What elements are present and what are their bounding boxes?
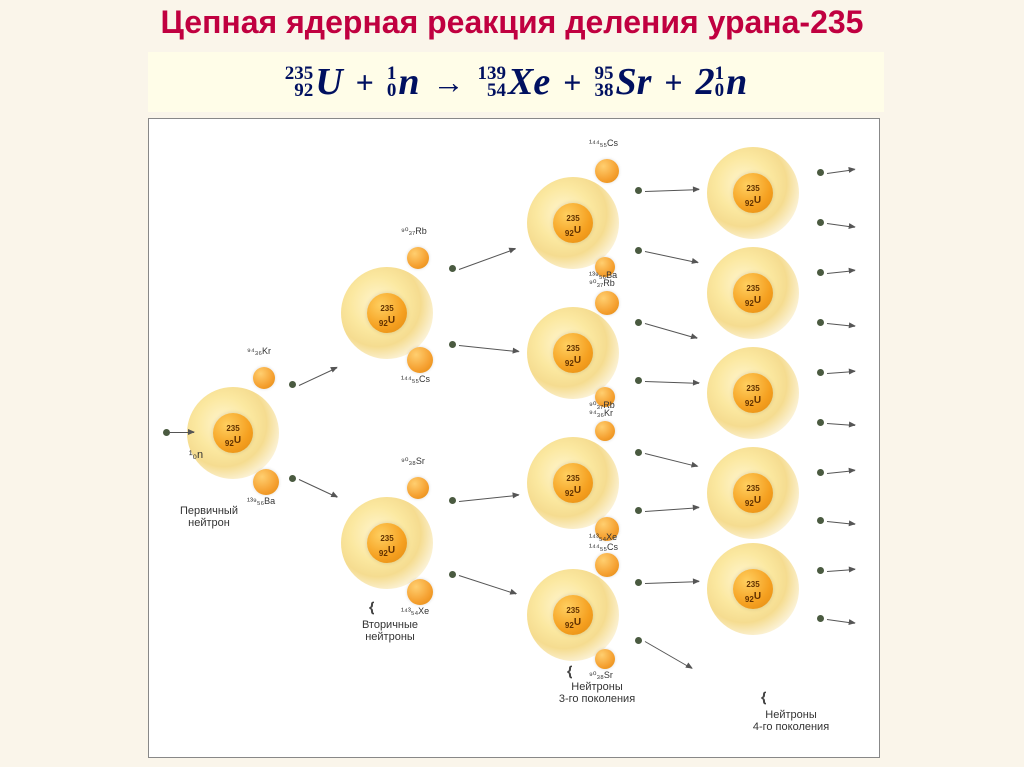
uranium-nucleus: 23592U	[341, 497, 433, 589]
neutron-particle	[449, 341, 456, 348]
fission-fragment: ⁹⁰₃₈Sr	[595, 649, 615, 669]
neutron-particle	[817, 219, 824, 226]
uranium-nucleus: 23592U	[527, 177, 619, 269]
nuclear-equation: 23592U +10n → 13954Xe +9538Sr +210n	[148, 52, 884, 112]
fission-fragment: ⁹⁰₃₇Rb	[595, 421, 615, 441]
diagram-caption: ¹₀n	[157, 449, 235, 461]
fission-fragment: ¹⁴⁴₅₅Cs	[595, 159, 619, 183]
neutron-particle	[817, 169, 824, 176]
trajectory-arrow	[827, 323, 855, 327]
neutron-particle	[289, 381, 296, 388]
eq-term: 23592U	[285, 60, 343, 104]
trajectory-arrow	[299, 479, 337, 498]
trajectory-arrow	[645, 381, 699, 384]
uranium-nucleus: 23592U	[527, 569, 619, 661]
uranium-nucleus: 23592U	[707, 447, 799, 539]
trajectory-arrow	[827, 169, 855, 174]
neutron-particle	[817, 269, 824, 276]
neutron-particle	[817, 469, 824, 476]
trajectory-arrow	[645, 189, 699, 192]
fission-fragment: ⁹⁰₃₇Rb	[407, 247, 429, 269]
trajectory-arrow	[645, 453, 698, 467]
fission-fragment: ¹⁴³₅₄Xe	[595, 553, 619, 577]
neutron-particle	[817, 319, 824, 326]
trajectory-arrow	[459, 249, 516, 270]
neutron-particle	[817, 419, 824, 426]
fission-fragment: ⁹⁰₃₈Sr	[407, 477, 429, 499]
neutron-particle	[635, 507, 642, 514]
trajectory-arrow	[827, 423, 855, 426]
trajectory-arrow	[299, 367, 337, 386]
neutron-particle	[449, 571, 456, 578]
eq-term: 10n	[387, 60, 420, 104]
trajectory-arrow	[827, 270, 855, 274]
neutron-particle	[817, 517, 824, 524]
neutron-particle	[635, 637, 642, 644]
diagram-caption: Нейтроны3-го поколения	[537, 681, 657, 705]
uranium-nucleus: 23592U	[707, 347, 799, 439]
neutron-particle	[449, 497, 456, 504]
uranium-nucleus: 23592U	[341, 267, 433, 359]
trajectory-arrow	[827, 521, 855, 525]
trajectory-arrow	[827, 223, 855, 228]
diagram-caption: Первичныйнейтрон	[159, 505, 259, 529]
eq-operator: +	[356, 64, 374, 101]
trajectory-arrow	[645, 641, 692, 669]
eq-term: 13954Xe	[478, 60, 551, 104]
trajectory-arrow	[459, 345, 519, 352]
uranium-nucleus: 23592U	[527, 437, 619, 529]
trajectory-arrow	[827, 371, 855, 374]
diagram-caption: Вторичныенейтроны	[335, 619, 445, 643]
trajectory-arrow	[459, 575, 516, 594]
neutron-particle	[635, 187, 642, 194]
fission-fragment: ¹⁴⁴₅₅Cs	[407, 347, 433, 373]
trajectory-arrow	[645, 323, 697, 339]
neutron-particle	[289, 475, 296, 482]
fission-fragment: ¹³⁹₅₆Ba	[595, 291, 619, 315]
fission-fragment: ¹³⁹₅₆Ba	[253, 469, 279, 495]
neutron-particle	[817, 567, 824, 574]
uranium-nucleus: 23592U	[707, 543, 799, 635]
neutron-particle	[449, 265, 456, 272]
eq-operator: →	[433, 64, 465, 101]
trajectory-arrow	[459, 495, 519, 502]
fission-fragment: ¹⁴³₅₄Xe	[407, 579, 433, 605]
diagram-caption: Нейтроны4-го поколения	[731, 709, 851, 733]
neutron-particle	[817, 369, 824, 376]
trajectory-arrow	[645, 251, 698, 263]
trajectory-arrow	[645, 581, 699, 584]
brace-icon: ⏟	[371, 601, 397, 614]
eq-operator: +	[563, 64, 581, 101]
fission-fragment: ⁹⁴₃₆Kr	[253, 367, 275, 389]
eq-term: 210n	[696, 60, 748, 104]
eq-term: 9538Sr	[594, 60, 651, 104]
brace-icon: ⏟	[569, 665, 595, 678]
neutron-particle	[817, 615, 824, 622]
brace-icon: ⏟	[763, 691, 789, 704]
page-title: Цепная ядерная реакция деления урана-235	[0, 4, 1024, 41]
trajectory-arrow	[645, 507, 699, 512]
neutron-particle	[635, 579, 642, 586]
uranium-nucleus: 23592U	[527, 307, 619, 399]
neutron-particle	[635, 377, 642, 384]
eq-operator: +	[664, 64, 682, 101]
uranium-nucleus: 23592U	[707, 247, 799, 339]
neutron-particle	[635, 319, 642, 326]
neutron-particle	[635, 449, 642, 456]
trajectory-arrow	[827, 619, 855, 624]
trajectory-arrow	[827, 470, 855, 474]
chain-reaction-diagram: 23592U23592U23592U23592U23592U23592U2359…	[148, 118, 880, 758]
neutron-particle	[635, 247, 642, 254]
uranium-nucleus: 23592U	[707, 147, 799, 239]
uranium-nucleus: 23592U	[187, 387, 279, 479]
trajectory-arrow	[827, 569, 855, 572]
